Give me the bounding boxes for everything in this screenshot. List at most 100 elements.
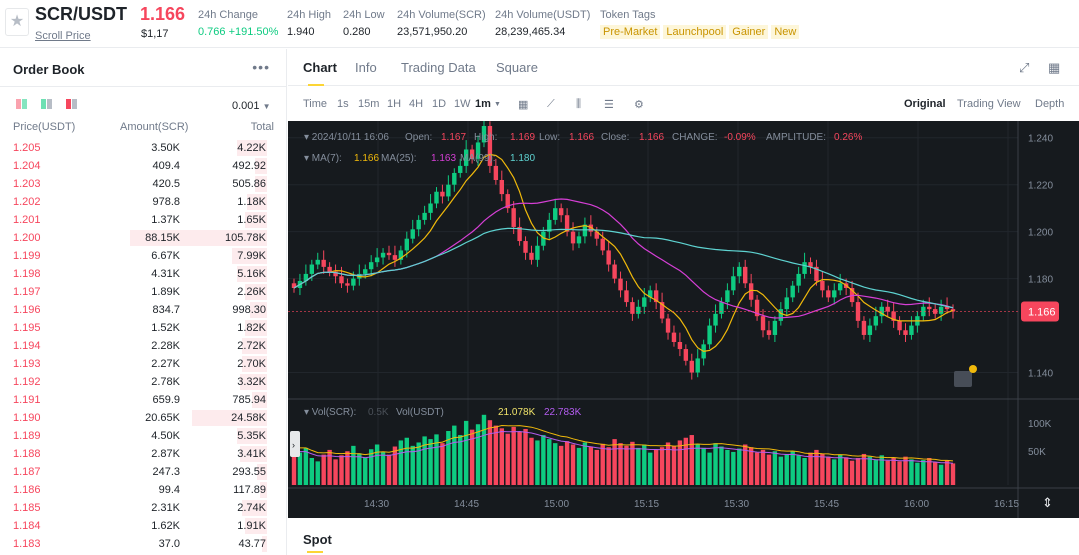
candle-body xyxy=(511,208,516,227)
token-tag[interactable]: Pre-Market xyxy=(600,25,661,39)
candle-body xyxy=(897,320,902,331)
ellipsis-icon[interactable]: ••• xyxy=(252,59,270,75)
order-book-row[interactable]: 1.190 20.65K 24.58K xyxy=(0,409,287,427)
order-book-row[interactable]: 1.184 1.62K 1.91K xyxy=(0,517,287,535)
token-tag[interactable]: Gainer xyxy=(729,25,769,39)
order-book-row[interactable]: 1.188 2.87K 3.41K xyxy=(0,445,287,463)
layout-grid-icon[interactable]: ▦ xyxy=(1048,60,1061,75)
view-2[interactable]: Depth xyxy=(1035,98,1065,110)
favorite-star-icon[interactable]: ★ xyxy=(5,8,29,36)
interval-4[interactable]: 4H xyxy=(409,98,424,110)
tab-trading-data[interactable]: Trading Data xyxy=(401,60,476,75)
order-book-row[interactable]: 1.192 2.78K 3.32K xyxy=(0,373,287,391)
order-book-row[interactable]: 1.194 2.28K 2.72K xyxy=(0,337,287,355)
candle-body xyxy=(938,306,944,314)
order-book-row[interactable]: 1.200 88.15K 105.78K xyxy=(0,229,287,247)
order-book-row[interactable]: 1.183 37.0 43.77 xyxy=(0,535,287,553)
view-1[interactable]: Trading View xyxy=(957,98,1021,110)
row-amount: 1.37K xyxy=(151,214,180,226)
row-price: 1.197 xyxy=(13,286,41,298)
order-book-asks: 1.205 3.50K 4.22K 1.204 409.4 492.92 1.203 420.… xyxy=(0,139,287,553)
candle-body xyxy=(529,252,534,260)
candle-body xyxy=(944,306,950,310)
row-total: 2.72K xyxy=(237,340,266,352)
interval-2[interactable]: 15m xyxy=(358,98,380,110)
fullscreen-icon[interactable]: ⤢ xyxy=(1019,60,1030,75)
volume-bar xyxy=(636,447,641,485)
candle-style-icon[interactable]: ⫼ xyxy=(576,98,582,110)
order-book-row[interactable]: 1.195 1.52K 1.82K xyxy=(0,319,287,337)
indicator-icon[interactable]: ⟋ xyxy=(547,98,555,110)
tab-info[interactable]: Info xyxy=(355,60,377,75)
volume-bar xyxy=(422,436,427,485)
order-book-sell-icon[interactable] xyxy=(66,99,77,109)
candle-body xyxy=(440,191,445,197)
depth-bar xyxy=(237,266,267,282)
interval-3[interactable]: 1H xyxy=(387,98,402,110)
depth-bar xyxy=(244,212,267,228)
volume-bar xyxy=(743,444,748,485)
row-total: 2.74K xyxy=(237,502,266,514)
interval-0[interactable]: Time xyxy=(303,98,328,110)
row-price: 1.194 xyxy=(13,340,41,352)
order-book-row[interactable]: 1.204 409.4 492.92 xyxy=(0,157,287,175)
volume-bar xyxy=(665,442,671,485)
precision-select[interactable]: 0.001 ▼ xyxy=(232,100,271,112)
order-book-row[interactable]: 1.197 1.89K 2.26K xyxy=(0,283,287,301)
interval-chevron-icon[interactable]: ▼ xyxy=(494,101,501,108)
volume-bar xyxy=(487,420,493,485)
row-total: 492.92 xyxy=(232,160,266,172)
order-book-buy-icon[interactable] xyxy=(41,99,52,109)
order-book-row[interactable]: 1.203 420.5 505.86 xyxy=(0,175,287,193)
volume-ma-line-2 xyxy=(293,430,954,464)
order-book-row[interactable]: 1.196 834.7 998.30 xyxy=(0,301,287,319)
chart-widget-icon[interactable] xyxy=(954,371,972,387)
volume-bar xyxy=(315,461,320,485)
tab-square[interactable]: Square xyxy=(496,60,538,75)
stat-2: 24h Low 0.280 xyxy=(343,9,385,38)
chart-canvas[interactable]: 1.240 1.220 1.200 1.180 1.140 100K 50K 1.166 14:… xyxy=(288,121,1079,518)
order-book-row[interactable]: 1.187 247.3 293.55 xyxy=(0,463,287,481)
order-book-row[interactable]: 1.201 1.37K 1.65K xyxy=(0,211,287,229)
order-book-row[interactable]: 1.191 659.9 785.94 xyxy=(0,391,287,409)
volume-bar xyxy=(416,442,421,485)
last-price-usd: $1,17 xyxy=(141,28,169,40)
token-tag[interactable]: New xyxy=(771,25,800,39)
ma-info-value: 1.180 xyxy=(510,153,535,164)
interval-7[interactable]: 1m xyxy=(475,98,491,110)
volume-bar xyxy=(885,460,890,485)
scroll-handle-icon[interactable] xyxy=(290,431,300,457)
interval-1[interactable]: 1s xyxy=(337,98,349,110)
drawing-tools-icon[interactable]: ☰ xyxy=(604,99,614,111)
settings-gear-icon[interactable]: ⚙ xyxy=(634,99,644,111)
view-0[interactable]: Original xyxy=(904,98,946,110)
candle-body xyxy=(737,266,742,277)
calendar-icon[interactable]: ▦ xyxy=(518,99,529,111)
order-book-row[interactable]: 1.186 99.4 117.89 xyxy=(0,481,287,499)
order-book-row[interactable]: 1.199 6.67K 7.99K xyxy=(0,247,287,265)
row-total: 1.91K xyxy=(237,520,266,532)
interval-6[interactable]: 1W xyxy=(454,98,471,110)
volume-bar xyxy=(618,443,623,485)
scroll-price-link[interactable]: Scroll Price xyxy=(35,30,91,42)
auto-scale-icon[interactable]: ⇕ xyxy=(1042,495,1053,510)
chart-tabs: Chart Info Trading Data Square ⤢ ▦ xyxy=(288,49,1079,86)
candlestick-chart[interactable]: 1.240 1.220 1.200 1.180 1.140 100K 50K 1.166 14:… xyxy=(288,121,1079,518)
candle-body xyxy=(582,224,588,237)
token-tag[interactable]: Launchpool xyxy=(663,25,727,39)
tab-chart[interactable]: Chart xyxy=(303,60,337,75)
order-book-row[interactable]: 1.198 4.31K 5.16K xyxy=(0,265,287,283)
order-book-row[interactable]: 1.189 4.50K 5.35K xyxy=(0,427,287,445)
order-book-row[interactable]: 1.185 2.31K 2.74K xyxy=(0,499,287,517)
volume-bar xyxy=(932,462,938,485)
interval-5[interactable]: 1D xyxy=(432,98,447,110)
order-book-title: Order Book xyxy=(13,62,85,77)
candle-body xyxy=(778,309,784,321)
volume-bar xyxy=(481,414,487,485)
chart-toolbar: Time 1s 15m 1H 4H 1D 1W 1m ▼ ▦ ⟋ ⫼ ☰ ⚙ Original T… xyxy=(288,87,1079,121)
order-book-row[interactable]: 1.193 2.27K 2.70K xyxy=(0,355,287,373)
ohlc-info-text: Low: xyxy=(539,132,560,143)
order-book-row[interactable]: 1.202 978.8 1.18K xyxy=(0,193,287,211)
order-book-both-icon[interactable] xyxy=(16,99,27,109)
order-book-row[interactable]: 1.205 3.50K 4.22K xyxy=(0,139,287,157)
